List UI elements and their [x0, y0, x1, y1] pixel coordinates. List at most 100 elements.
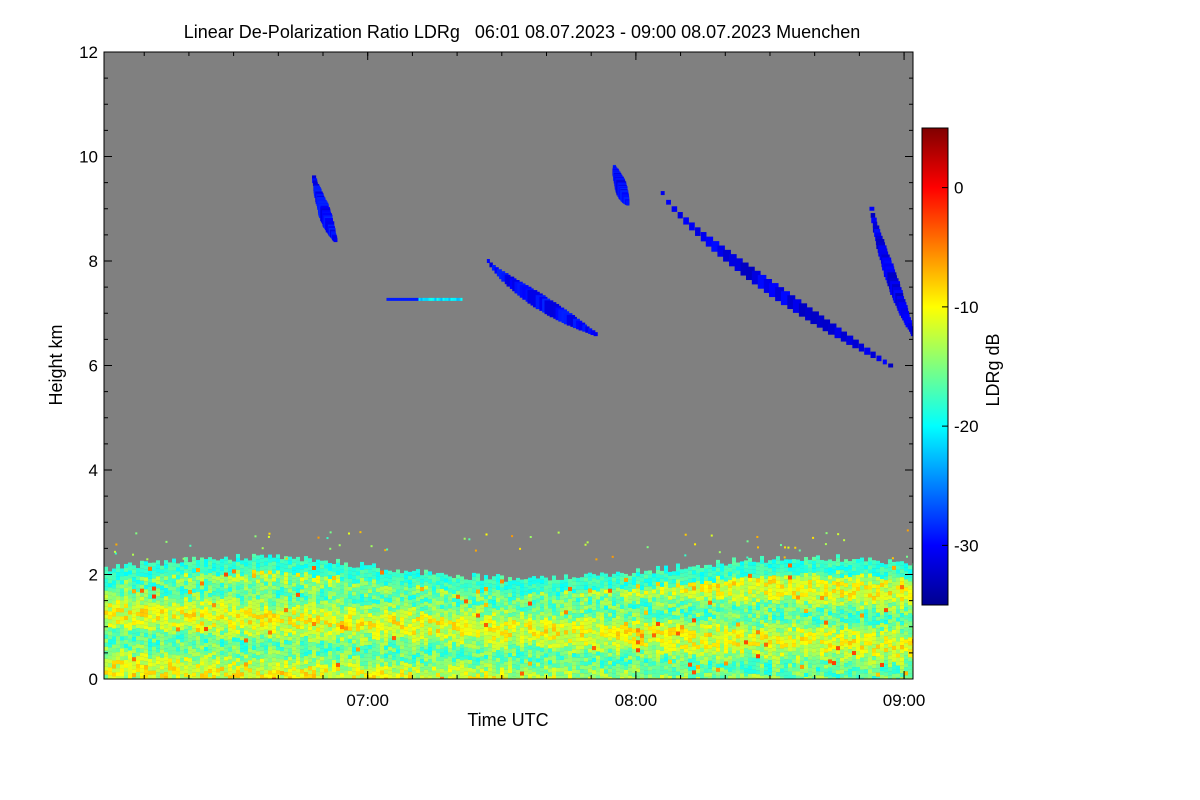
heatmap-cell	[632, 580, 636, 585]
heatmap-cell	[720, 663, 724, 668]
heatmap-cell	[464, 599, 468, 604]
heatmap-cell	[556, 675, 560, 679]
heatmap-cell	[224, 648, 228, 653]
heatmap-cell	[508, 661, 512, 666]
heatmap-cell	[464, 651, 468, 656]
feature-boundary-layer-aerosol	[104, 529, 913, 679]
heatmap-cell	[124, 631, 128, 636]
heatmap-cell	[416, 585, 420, 590]
heatmap-cell	[600, 628, 604, 633]
heatmap-cell	[476, 677, 480, 679]
heatmap-cell	[160, 649, 164, 654]
heatmap-cell	[760, 619, 764, 624]
heatmap-cell	[548, 668, 552, 673]
heatmap-cell	[452, 621, 456, 626]
heatmap-cell	[604, 629, 608, 634]
heatmap-cell	[452, 601, 456, 606]
heatmap-cell	[176, 655, 180, 660]
heatmap-cell	[688, 598, 692, 603]
heatmap-cell	[456, 598, 460, 603]
heatmap-cell	[584, 621, 588, 626]
heatmap-cell	[768, 568, 772, 573]
heatmap-cell	[352, 663, 356, 668]
heatmap-cell	[788, 603, 792, 608]
heatmap-cell	[796, 667, 800, 672]
heatmap-cell	[300, 609, 304, 614]
heatmap-cell	[460, 668, 464, 673]
heatmap-cell	[632, 636, 636, 641]
heatmap-cell	[748, 637, 752, 642]
heatmap-cell	[688, 646, 692, 651]
heatmap-cell	[140, 612, 144, 617]
heatmap-cell	[240, 608, 244, 613]
heatmap-cell	[216, 632, 220, 637]
heatmap-cell	[540, 659, 544, 664]
heatmap-cell	[156, 600, 160, 605]
heatmap-cell	[564, 578, 568, 583]
heatmap-cell	[560, 639, 564, 644]
heatmap-cell	[216, 604, 220, 609]
heatmap-cell	[732, 573, 736, 578]
heatmap-cell	[436, 668, 440, 673]
heatmap-cell	[324, 644, 328, 649]
heatmap-cell	[480, 604, 484, 609]
heatmap-cell	[432, 666, 436, 671]
heatmap-cell	[320, 652, 324, 657]
heatmap-cell	[740, 641, 744, 646]
heatmap-cell	[360, 573, 364, 578]
heatmap-cell	[728, 579, 732, 584]
heatmap-cell	[356, 599, 360, 604]
heatmap-cell	[476, 585, 480, 590]
heatmap-cell	[552, 647, 556, 652]
heatmap-cell	[472, 592, 476, 597]
heatmap-cell	[312, 578, 316, 583]
heatmap-cell	[304, 668, 308, 673]
heatmap-cell	[736, 566, 740, 571]
heatmap-cell	[340, 645, 344, 650]
heatmap-cell	[184, 557, 188, 562]
heatmap-cell	[184, 673, 188, 678]
heatmap-cell	[360, 621, 364, 626]
heatmap-cell	[776, 576, 780, 581]
heatmap-cell	[596, 627, 600, 632]
heatmap-cell	[444, 586, 448, 591]
heatmap-cell	[156, 588, 160, 593]
heatmap-cell	[176, 651, 180, 656]
heatmap-cell	[532, 636, 536, 641]
heatmap-cell	[144, 585, 148, 590]
heatmap-cell	[320, 564, 324, 569]
heatmap-cell	[676, 567, 680, 572]
heatmap-cell	[172, 674, 176, 679]
heatmap-cell	[496, 589, 500, 594]
heatmap-cell	[516, 665, 520, 670]
heatmap-cell	[776, 624, 780, 629]
heatmap-cell	[580, 669, 584, 674]
heatmap-cell	[712, 674, 716, 679]
heatmap-cell	[784, 643, 788, 648]
heatmap-cell	[696, 564, 700, 569]
heatmap-cell	[560, 651, 564, 656]
heatmap-cell	[344, 618, 348, 623]
heatmap-cell	[440, 656, 444, 661]
heatmap-cell	[596, 611, 600, 616]
heatmap-cell	[736, 582, 740, 587]
heatmap-cell	[192, 596, 196, 601]
heatmap-cell	[164, 632, 168, 637]
heatmap-cell	[196, 652, 200, 657]
heatmap-cell	[440, 628, 444, 633]
heatmap-cell	[580, 625, 584, 630]
heatmap-cell	[376, 612, 380, 617]
heatmap-cell	[236, 673, 240, 678]
heatmap-cell	[480, 592, 484, 597]
heatmap-cell	[516, 637, 520, 642]
heatmap-cell	[504, 585, 508, 590]
heatmap-cell	[596, 587, 600, 592]
heatmap-cell	[440, 652, 444, 657]
heatmap-cell	[144, 581, 148, 586]
heatmap-cell	[756, 642, 760, 647]
heatmap-cell	[560, 607, 564, 612]
heatmap-cell	[244, 606, 248, 611]
heatmap-cell	[288, 588, 292, 593]
heatmap-cell	[584, 653, 588, 658]
heatmap-cell	[300, 625, 304, 630]
